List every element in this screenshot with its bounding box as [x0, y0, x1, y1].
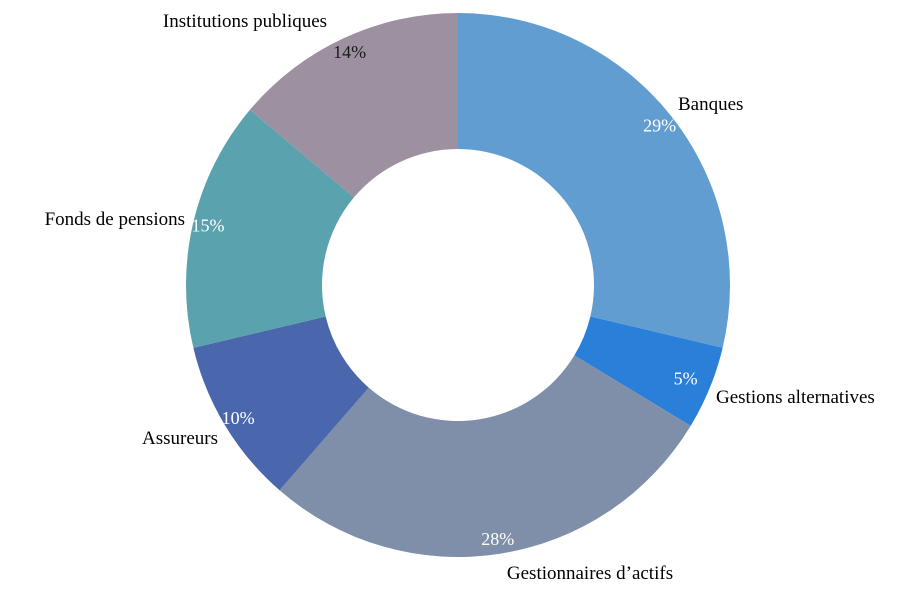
category-label-fonds-de-pensions: Fonds de pensions — [45, 209, 185, 230]
slice-institutions-publiques — [249, 13, 458, 198]
category-labels: Banques Gestions alternatives Gestionnaire… — [45, 11, 875, 584]
slice-fonds-de-pensions — [186, 109, 354, 348]
percentage-labels: 29% 5% 28% 10% 15% 14% — [191, 42, 697, 549]
category-label-assureurs: Assureurs — [142, 428, 218, 449]
category-label-institutions-publiques: Institutions publiques — [163, 11, 327, 32]
slice-banques — [458, 13, 730, 348]
value-label-banques: 29% — [643, 116, 676, 136]
value-label-gestionnaires-d-actifs: 28% — [481, 529, 514, 549]
slice-gestions-alternatives — [574, 316, 723, 426]
value-label-institutions-publiques: 14% — [333, 42, 366, 62]
value-label-fonds-de-pensions: 15% — [191, 216, 224, 236]
category-label-gestionnaires-d-actifs: Gestionnaires d’actifs — [507, 563, 673, 584]
slice-assureurs — [193, 316, 369, 491]
category-label-banques: Banques — [678, 94, 743, 115]
value-label-assureurs: 10% — [222, 408, 255, 428]
category-label-gestions-alternatives: Gestions alternatives — [716, 387, 875, 408]
donut-slices — [186, 13, 730, 557]
slice-gestionnaires-d-actifs — [279, 355, 691, 557]
value-label-gestions-alternatives: 5% — [674, 368, 698, 388]
